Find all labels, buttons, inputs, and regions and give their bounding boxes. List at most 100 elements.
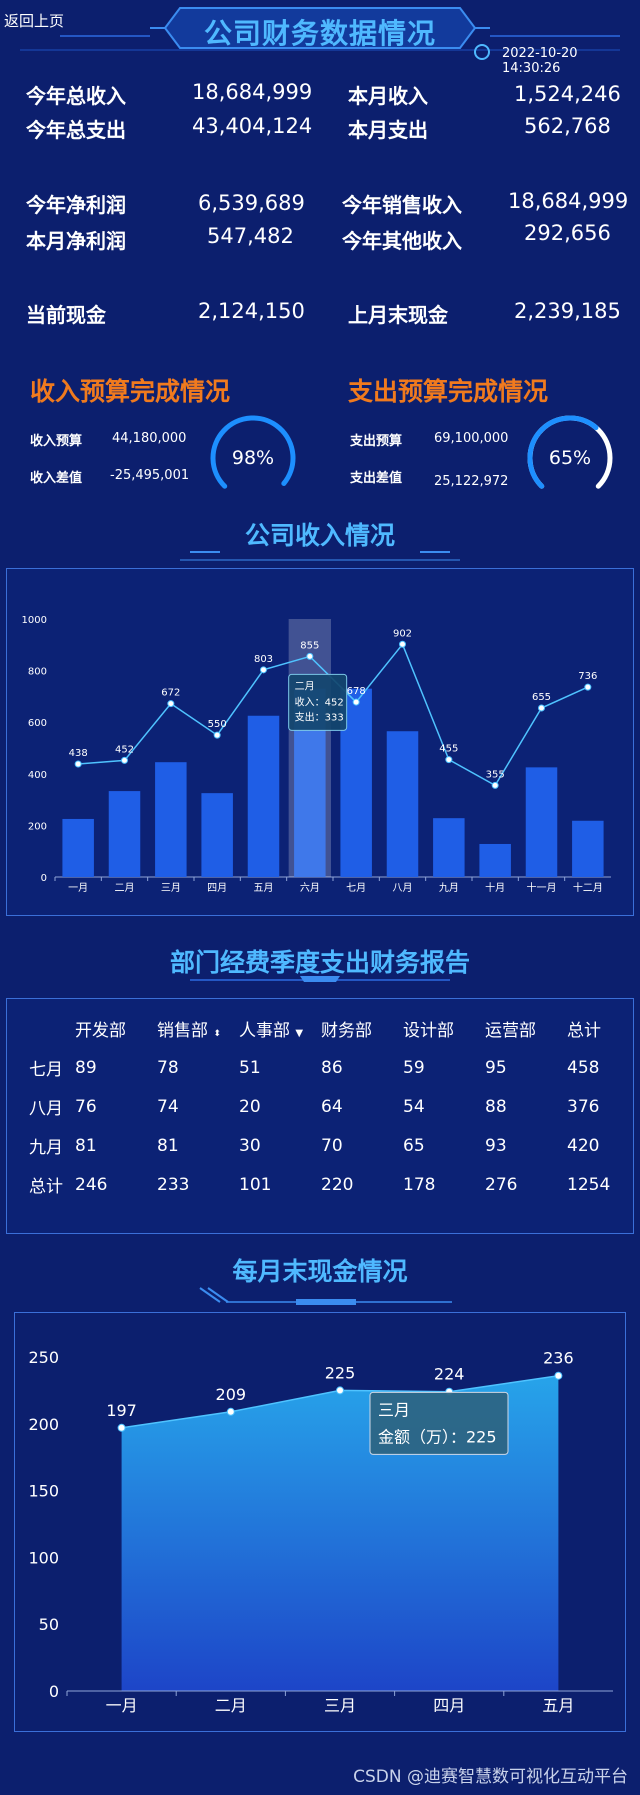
x-tick-label: 九月 [439,882,459,894]
bar [572,820,604,877]
data-label: 355 [486,769,505,780]
table-cell: 89 [75,1057,97,1078]
y-tick-label: 50 [39,1615,59,1634]
income-budget-label: 收入预算 [30,434,83,449]
kpi-label: 今年其他收入 [342,229,462,253]
dept-table-panel: 开发部 销售部 ⬍ 人事部 ▼ 财务部 设计部 运营部 总计 七月 89 78 51 8… [6,998,634,1234]
y-tick-label: 100 [28,1548,59,1567]
data-label: 902 [393,628,412,639]
data-label: 455 [439,744,458,755]
watermark: CSDN @迪赛智慧数可视化互动平台 [353,1767,628,1787]
kpi-label: 本月支出 [348,118,428,142]
x-tick-label: 七月 [346,882,366,894]
table-cell: 78 [157,1057,179,1078]
table-cell: 178 [403,1174,436,1195]
kpi-value: 1,524,246 [514,82,621,106]
data-label: 438 [69,748,88,759]
y-tick-label: 200 [28,821,47,832]
table-cell: 70 [321,1135,343,1156]
income-budget-value: 44,180,000 [112,431,187,446]
line-point [584,683,592,691]
data-label: 224 [434,1365,465,1384]
table-row[interactable]: 九月 81 81 30 70 65 93 420 [29,1126,627,1165]
y-tick-label: 0 [49,1682,59,1701]
table-cell: 246 [75,1174,108,1195]
line-point [352,698,360,706]
kpi-value: 6,539,689 [198,191,305,215]
y-tick-label: 1000 [22,615,47,626]
data-label: 225 [325,1363,356,1382]
table-header[interactable]: 总计 [567,1021,601,1041]
bar [201,793,233,877]
table-header[interactable]: 运营部 [485,1021,536,1041]
kpi-value: 2,124,150 [198,299,305,323]
back-button[interactable]: 返回上页 [4,12,65,30]
table-header[interactable]: 设计部 [403,1021,454,1041]
table-cell: 总计 [29,1177,63,1197]
table-cell: 30 [239,1135,261,1156]
data-label: 736 [578,671,597,682]
sort-icon[interactable]: ⬍ [213,1029,221,1039]
bar [386,731,419,877]
table-cell: 276 [485,1174,518,1195]
bar [155,762,187,877]
table-cell: 376 [567,1096,600,1117]
line-point [306,652,314,660]
expense-budget-title: 支出预算完成情况 [348,377,549,406]
header-lines-decoration [20,35,620,51]
table-cell: 93 [485,1135,507,1156]
x-tick-label: 十月 [485,881,505,894]
table-cell: 59 [403,1057,425,1078]
table-header[interactable]: 开发部 [75,1021,126,1041]
data-label: 452 [115,744,134,755]
table-header-filter[interactable]: 人事部 ▼ [239,1009,321,1048]
line-point [399,640,406,648]
expense-diff-label: 支出差值 [350,471,403,486]
x-tick-label: 二月 [115,882,135,894]
x-tick-label: 四月 [433,1696,465,1715]
line-point [121,756,128,764]
table-header-sortable[interactable]: 销售部 ⬍ [157,1009,239,1048]
kpi-label: 当前现金 [26,303,106,327]
area-point [336,1386,344,1395]
line-point [538,704,545,712]
table-cell: 86 [321,1057,343,1078]
table-cell: 95 [485,1057,507,1078]
income-section-title: 公司收入情况 [244,521,395,550]
table-row[interactable]: 总计 246 233 101 220 178 276 1254 [29,1165,627,1204]
table-row[interactable]: 七月 89 78 51 86 59 95 458 [29,1048,627,1087]
data-label: 672 [161,688,180,699]
table-header[interactable]: 财务部 [321,1021,372,1041]
income-diff-value: -25,495,001 [110,468,190,483]
y-tick-label: 600 [28,718,47,729]
x-tick-label: 六月 [300,882,320,894]
bar [108,791,141,877]
area-point [226,1407,235,1416]
income-budget-title: 收入预算完成情况 [30,377,231,406]
table-cell: 20 [239,1096,261,1117]
x-tick-label: 八月 [393,882,413,894]
table-cell: 65 [403,1135,425,1156]
x-tick-label: 五月 [542,1696,574,1715]
bar [525,767,558,877]
table-cell: 51 [239,1057,261,1078]
kpi-label: 今年净利润 [26,193,126,217]
table-cell: 81 [75,1135,97,1156]
filter-icon[interactable]: ▼ [295,1028,304,1039]
area-point [554,1371,563,1380]
table-cell: 233 [157,1174,190,1195]
table-row[interactable]: 八月 76 74 20 64 54 88 376 [29,1087,627,1126]
table-cell: 1254 [567,1174,611,1195]
y-tick-label: 250 [28,1348,59,1367]
income-chart-panel: 0 200 400 600 800 1000 一月 二月 三月 四月 五月 六月 七月 八月 九月 十月 十一月… [6,568,634,916]
kpi-value: 43,404,124 [192,114,313,138]
page-title: 公司财务数据情况 [203,17,436,50]
bar [247,715,280,877]
dept-table: 开发部 销售部 ⬍ 人事部 ▼ 财务部 设计部 运营部 总计 七月 89 78 51 8… [29,1009,627,1204]
cash-section-title: 每月末现金情况 [232,1257,408,1286]
x-tick-label: 四月 [207,882,227,894]
kpi-label: 今年销售收入 [342,193,462,217]
area-point [117,1423,126,1432]
expense-gauge: 65% [527,415,613,489]
